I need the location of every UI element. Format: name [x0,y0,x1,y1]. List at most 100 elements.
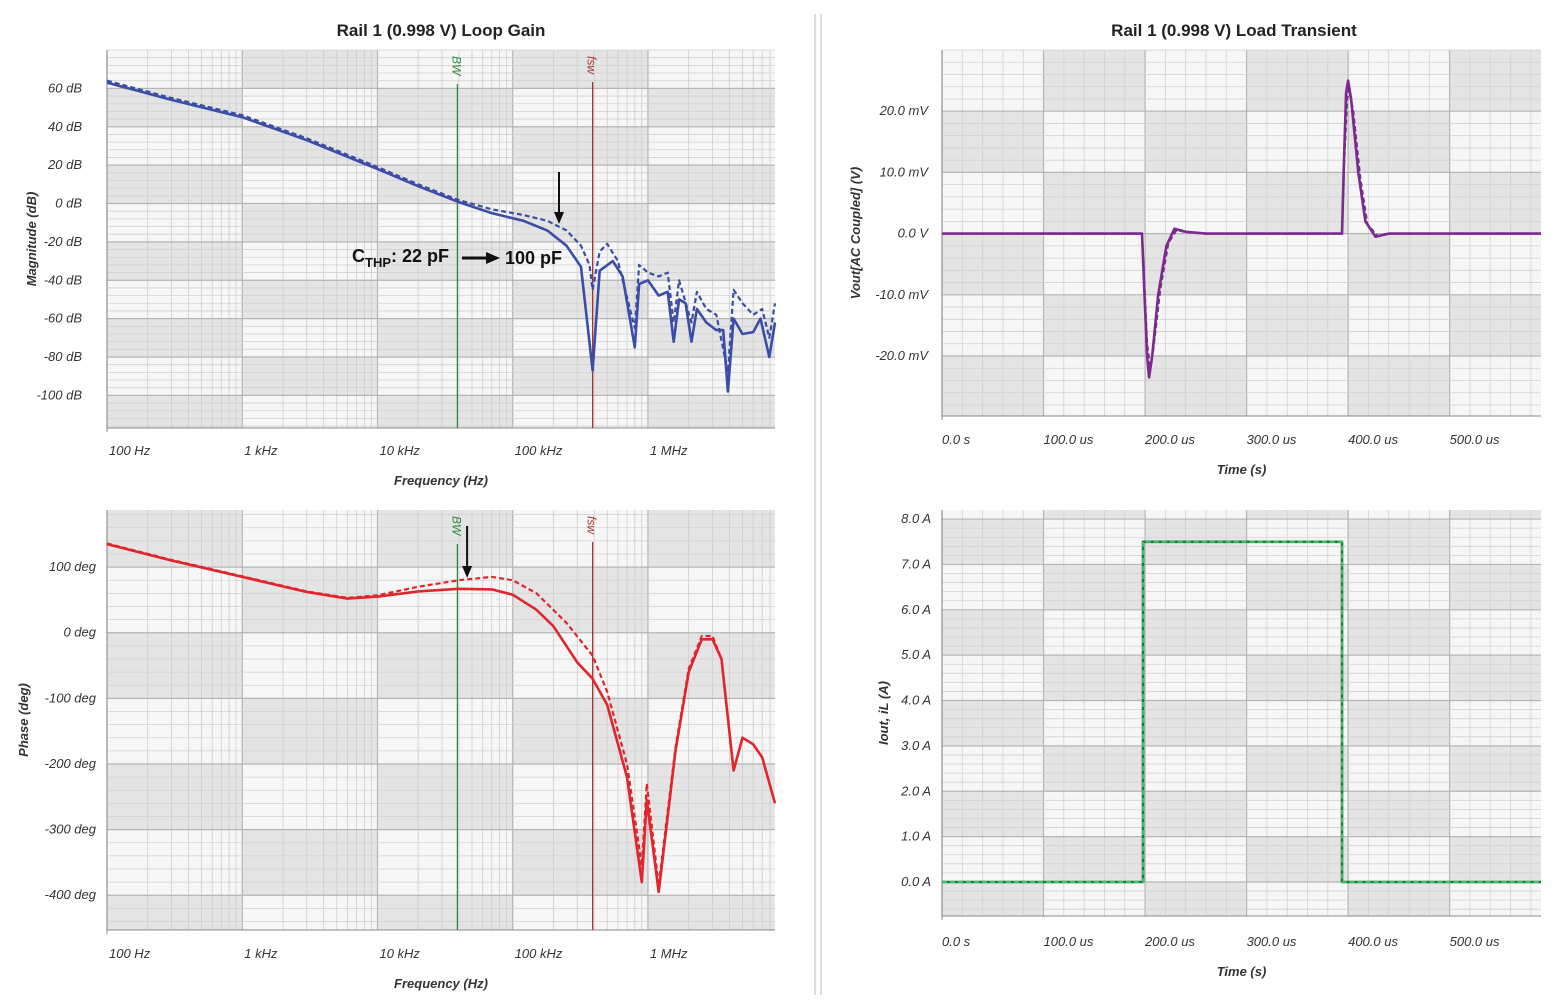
y-tick-label: -300 deg [45,822,97,837]
series-line-dashed [942,88,1541,370]
grid-band [1043,510,1146,520]
y-tick-label: 1.0 A [901,829,931,844]
y-tick-label: 3.0 A [901,738,931,753]
grid-band [512,698,648,764]
grid-band [107,763,243,830]
y-tick-label: 4.0 A [901,693,931,708]
marker-label-bw: BW [449,56,463,77]
grid-band [647,241,775,281]
x-tick-label: 0.0 s [942,432,971,447]
grid-band [1449,564,1541,610]
grid-band [1043,50,1146,112]
x-axis-label: Frequency (Hz) [394,976,488,991]
grid-band [1043,836,1146,882]
y-tick-label: 0.0 V [898,226,930,241]
x-axis-label: Time (s) [1217,462,1267,477]
grid-band [1043,655,1146,701]
x-axis-label: Time (s) [1217,964,1267,979]
y-tick-label: 60 dB [48,80,82,95]
series-line-solid [106,81,777,393]
annotation-subscript: THP [365,255,391,270]
grid-band [1348,233,1450,295]
grid-band [1449,172,1541,234]
x-tick-label: 200.0 us [1144,432,1195,447]
grid-band [1246,510,1349,520]
x-tick-label: 1 kHz [244,443,278,458]
y-tick-label: -60 dB [44,311,83,326]
grid-band [1449,655,1541,701]
x-tick-label: 100 kHz [515,946,563,961]
annotation-to: 100 pF [505,248,562,268]
grid-band [107,510,243,568]
y-tick-label: 7.0 A [901,556,931,571]
chart-vout: 0.0 s 100.0 us 200.0 us 300.0 us 400.0 us 500… [848,21,1541,477]
grid-band [1145,881,1247,916]
x-tick-label: 100 Hz [109,946,151,961]
grid-band [942,791,1044,837]
grid-band [647,165,775,204]
grid-band [1348,791,1450,837]
grid-band [1348,881,1450,916]
y-tick-label: 40 dB [48,119,82,134]
x-tick-label: 1 kHz [244,946,278,961]
grid-band [512,126,648,166]
y-tick-label: -10.0 mV [875,287,929,302]
series-line-dashed [106,542,777,887]
grid-band [647,632,775,699]
arrow-right-icon [486,252,500,264]
grid-band [1348,700,1450,746]
grid-band [647,895,775,930]
grid-band [1043,745,1146,792]
annotation-from: : 22 pF [391,246,449,266]
grid-band [377,763,513,830]
grid-band [1348,111,1450,173]
annotation-label: CTHP: 22 pF [352,246,449,270]
grid-band [942,700,1044,746]
grid-band [107,241,243,281]
grid-band [107,895,243,930]
y-tick-label: 0 dB [55,196,82,211]
marker-label-fsw: fsw [585,56,599,75]
grid-band [1145,700,1247,746]
x-tick-label: 10 kHz [379,443,420,458]
series-line-dashed [106,79,777,374]
y-tick-label: 10.0 mV [880,164,930,179]
grid-band [377,88,513,127]
marker-label-fsw: fsw [585,516,599,535]
grid-band [1449,836,1541,882]
y-tick-label: 100 deg [49,559,97,574]
chart-title: Rail 1 (0.998 V) Load Transient [1111,21,1357,40]
x-tick-label: 10 kHz [379,946,420,961]
y-tick-label: -100 deg [45,690,97,705]
x-tick-label: 400.0 us [1348,432,1398,447]
grid-band [1449,294,1541,357]
grid-band [377,318,513,358]
x-tick-label: 500.0 us [1450,432,1500,447]
grid-band [242,280,378,319]
y-tick-label: -20.0 mV [875,348,929,363]
grid-band [242,357,378,396]
chart-iout: 0.0 s 100.0 us 200.0 us 300.0 us 400.0 us 500… [876,510,1541,979]
grid-band [1246,564,1349,610]
grid-band [107,318,243,358]
y-tick-label: -20 dB [44,234,83,249]
grid-band [942,881,1044,916]
grid-band [377,510,513,568]
y-tick-label: 20 dB [47,157,82,172]
x-tick-label: 300.0 us [1247,432,1297,447]
y-tick-label: 8.0 A [901,511,931,526]
chart-title: Rail 1 (0.998 V) Loop Gain [337,21,546,40]
grid-band [377,632,513,699]
y-tick-label: 2.0 A [900,783,931,798]
grid-band [942,609,1044,656]
grid-band [1246,172,1349,234]
grid-band [1043,564,1146,610]
grid-band [942,111,1044,173]
grid-band [512,567,648,633]
grid-band [1449,50,1541,112]
y-tick-label: 0 deg [63,625,96,640]
grid-band [512,357,648,396]
grid-band [1348,519,1450,565]
y-tick-label: -80 dB [44,349,83,364]
